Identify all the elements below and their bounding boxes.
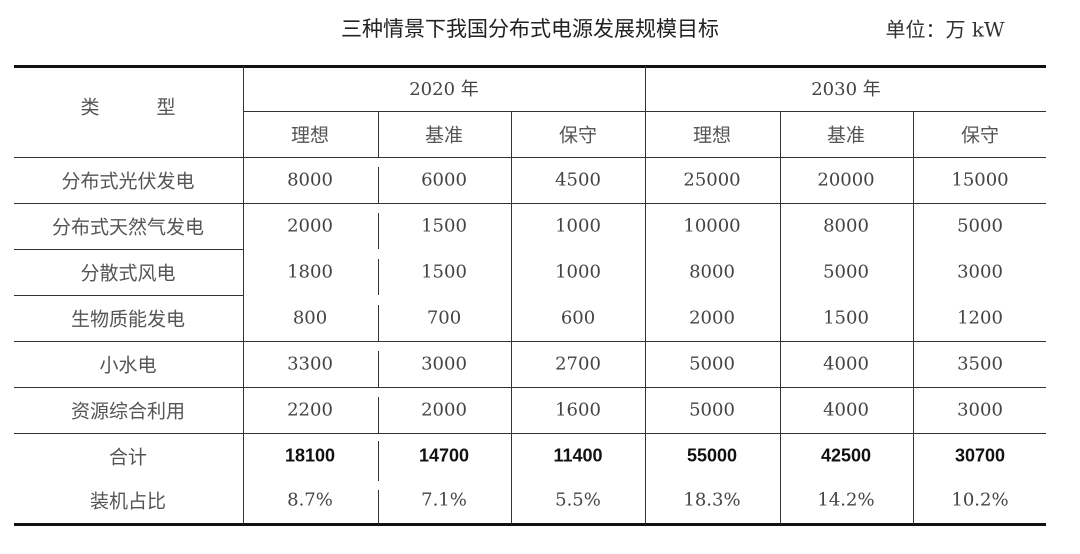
scenario-header: 保守 (960, 124, 1000, 147)
row-label: 分布式天然气发电 (51, 216, 205, 239)
table-cell: 3000 (957, 261, 1003, 283)
row-label: 合计 (108, 446, 148, 469)
header-divider (243, 111, 1046, 112)
scenario-header: 基准 (424, 124, 464, 147)
table-cell: 5000 (689, 399, 735, 421)
table-cell: 18.3% (683, 489, 741, 511)
column-divider-segment (378, 213, 379, 249)
table-cell: 1500 (421, 261, 467, 283)
row-divider (14, 249, 243, 250)
table-cell: 55000 (686, 445, 738, 466)
table-cell: 600 (560, 307, 596, 329)
table-cell: 2000 (287, 215, 333, 237)
table-cell: 8000 (689, 261, 735, 283)
table-cell: 42500 (820, 445, 872, 466)
year-header-2030: 2030 年 (811, 79, 881, 100)
row-divider (14, 203, 1046, 204)
table-cell: 8.7% (287, 489, 333, 511)
table-cell: 8000 (287, 169, 333, 191)
column-divider-segment (378, 259, 379, 295)
row-label: 分散式风电 (80, 262, 176, 285)
table-top-rule (14, 65, 1046, 68)
table-cell: 25000 (683, 169, 741, 191)
unit-label: 单位：万 kW (885, 17, 1005, 42)
table-cell: 5000 (823, 261, 869, 283)
table-cell: 8000 (823, 215, 869, 237)
scenario-header: 基准 (826, 124, 866, 147)
table-cell: 1500 (823, 307, 869, 329)
table-cell: 1800 (287, 261, 333, 283)
table-cell: 5000 (957, 215, 1003, 237)
table-cell: 1000 (555, 261, 601, 283)
table-bottom-rule (14, 523, 1046, 526)
row-label: 装机占比 (89, 490, 167, 513)
column-divider (913, 111, 914, 524)
year-header-2020: 2020 年 (409, 79, 479, 100)
table-cell: 2000 (689, 307, 735, 329)
type-header: 类 型 (80, 96, 176, 119)
table-cell: 5.5% (555, 489, 601, 511)
column-divider (511, 111, 512, 524)
table-cell: 10000 (683, 215, 741, 237)
table-cell: 800 (292, 307, 328, 329)
row-label: 小水电 (99, 354, 157, 377)
table-cell: 7.1% (421, 489, 467, 511)
table-cell: 4500 (555, 169, 601, 191)
table-cell: 1200 (957, 307, 1003, 329)
row-divider (14, 157, 1046, 158)
table-cell: 4000 (823, 399, 869, 421)
column-divider (243, 66, 244, 524)
table-cell: 2200 (287, 399, 333, 421)
row-divider (14, 341, 1046, 342)
column-divider (378, 111, 379, 157)
table-cell: 1500 (421, 215, 467, 237)
column-divider-segment (378, 441, 379, 481)
table-cell: 4000 (823, 353, 869, 375)
table-cell: 20000 (817, 169, 875, 191)
column-divider-segment (378, 397, 379, 433)
row-label: 生物质能发电 (70, 308, 186, 331)
table-cell: 14700 (418, 445, 470, 466)
column-divider-segment (378, 305, 379, 341)
table-cell: 5000 (689, 353, 735, 375)
row-divider (14, 387, 1046, 388)
table-cell: 6000 (421, 169, 467, 191)
table-cell: 2700 (555, 353, 601, 375)
row-divider (14, 295, 243, 296)
scenario-header: 保守 (558, 124, 598, 147)
row-label: 分布式光伏发电 (61, 170, 195, 193)
table-cell: 10.2% (951, 489, 1009, 511)
scenario-header: 理想 (692, 124, 732, 147)
table-cell: 1000 (555, 215, 601, 237)
table-title: 三种情景下我国分布式电源发展规模目标 (341, 17, 719, 41)
table-cell: 3300 (287, 353, 333, 375)
table-cell: 2000 (421, 399, 467, 421)
row-divider (14, 433, 1046, 434)
table-cell: 3000 (421, 353, 467, 375)
row-label: 资源综合利用 (70, 400, 186, 423)
table-cell: 30700 (954, 445, 1006, 466)
table-cell: 3500 (957, 353, 1003, 375)
column-divider-segment (378, 490, 379, 524)
table-cell: 700 (426, 307, 462, 329)
scenario-header: 理想 (290, 124, 330, 147)
table-cell: 3000 (957, 399, 1003, 421)
table-cell: 15000 (951, 169, 1009, 191)
column-divider-segment (378, 167, 379, 203)
table-cell: 1600 (555, 399, 601, 421)
table-cell: 14.2% (817, 489, 875, 511)
column-divider (645, 66, 646, 524)
column-divider-segment (378, 351, 379, 387)
table-cell: 18100 (284, 445, 336, 466)
column-divider (780, 111, 781, 524)
table-cell: 11400 (553, 445, 603, 466)
